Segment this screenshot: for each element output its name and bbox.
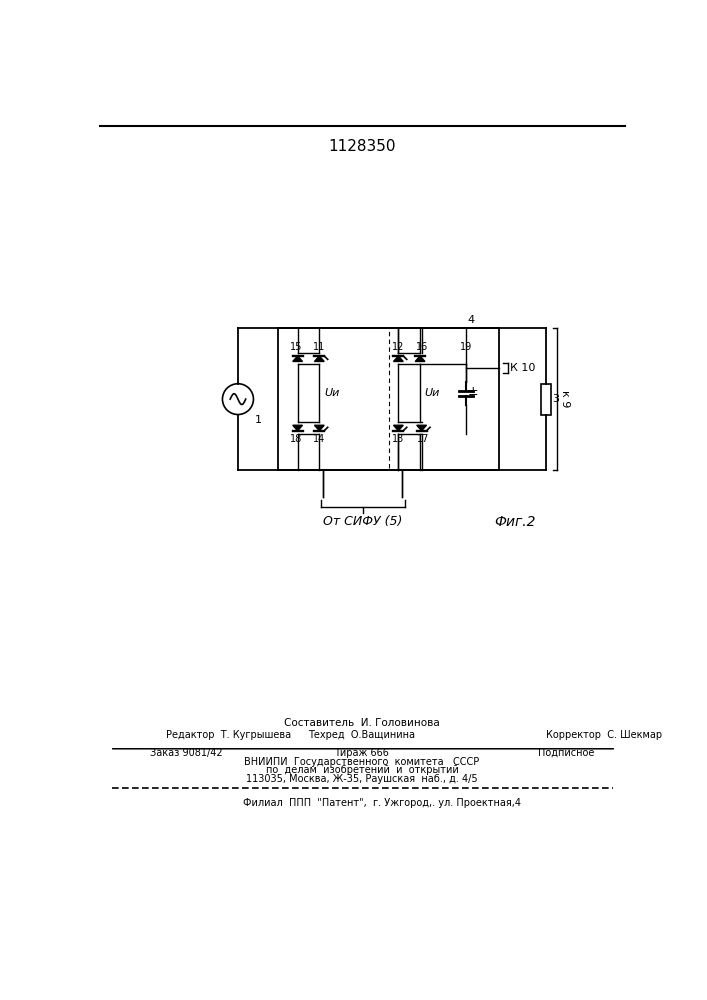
Polygon shape [416, 425, 426, 431]
Text: 18: 18 [290, 434, 302, 444]
Polygon shape [315, 425, 325, 431]
Text: по  делам  изобретений  и  открытий: по делам изобретений и открытий [266, 765, 458, 775]
Text: Составитель  И. Головинова: Составитель И. Головинова [284, 718, 440, 728]
Text: 113035, Москва, Ж-35, Раушская  наб., д. 4/5: 113035, Москва, Ж-35, Раушская наб., д. … [246, 774, 478, 784]
Text: 14: 14 [313, 434, 325, 444]
Text: Филиал  ППП  "Патент",  г. Ужгород,. ул. Проектная,4: Филиал ППП "Патент", г. Ужгород,. ул. Пр… [243, 798, 521, 808]
Polygon shape [394, 425, 403, 431]
Text: 15: 15 [290, 342, 303, 352]
Text: Uи: Uи [324, 388, 339, 398]
Text: 1: 1 [255, 415, 262, 425]
Text: ±: ± [467, 385, 478, 398]
Text: 1128350: 1128350 [328, 139, 396, 154]
Text: 13: 13 [392, 434, 404, 444]
Text: Корректор  С. Шекмар: Корректор С. Шекмар [546, 730, 662, 740]
Text: 3: 3 [552, 394, 559, 404]
Polygon shape [394, 356, 403, 361]
Text: 4: 4 [467, 315, 474, 325]
Text: ВНИИПИ  Государственного  комитета   СССР: ВНИИПИ Государственного комитета СССР [245, 757, 479, 767]
Text: 19: 19 [460, 342, 472, 352]
Text: Фиг.2: Фиг.2 [494, 515, 535, 529]
Polygon shape [415, 356, 425, 361]
Text: Тираж 666: Тираж 666 [334, 748, 390, 758]
Bar [541, 384, 551, 415]
Text: 17: 17 [417, 434, 429, 444]
Polygon shape [315, 356, 325, 361]
Text: Техред  О.Ващинина: Техред О.Ващинина [308, 730, 416, 740]
Text: Подписное: Подписное [538, 748, 595, 758]
Text: От СИФУ (5): От СИФУ (5) [323, 515, 402, 528]
Text: Редактор  Т. Кугрышева: Редактор Т. Кугрышева [166, 730, 291, 740]
Text: К 10: К 10 [510, 363, 535, 373]
Polygon shape [293, 356, 303, 361]
Text: Заказ 9081/42: Заказ 9081/42 [151, 748, 223, 758]
Text: Uи: Uи [425, 388, 440, 398]
Text: 11: 11 [313, 342, 325, 352]
Text: 16: 16 [416, 342, 428, 352]
Text: к 9: к 9 [559, 390, 570, 408]
Text: 12: 12 [392, 342, 404, 352]
Polygon shape [293, 425, 303, 431]
